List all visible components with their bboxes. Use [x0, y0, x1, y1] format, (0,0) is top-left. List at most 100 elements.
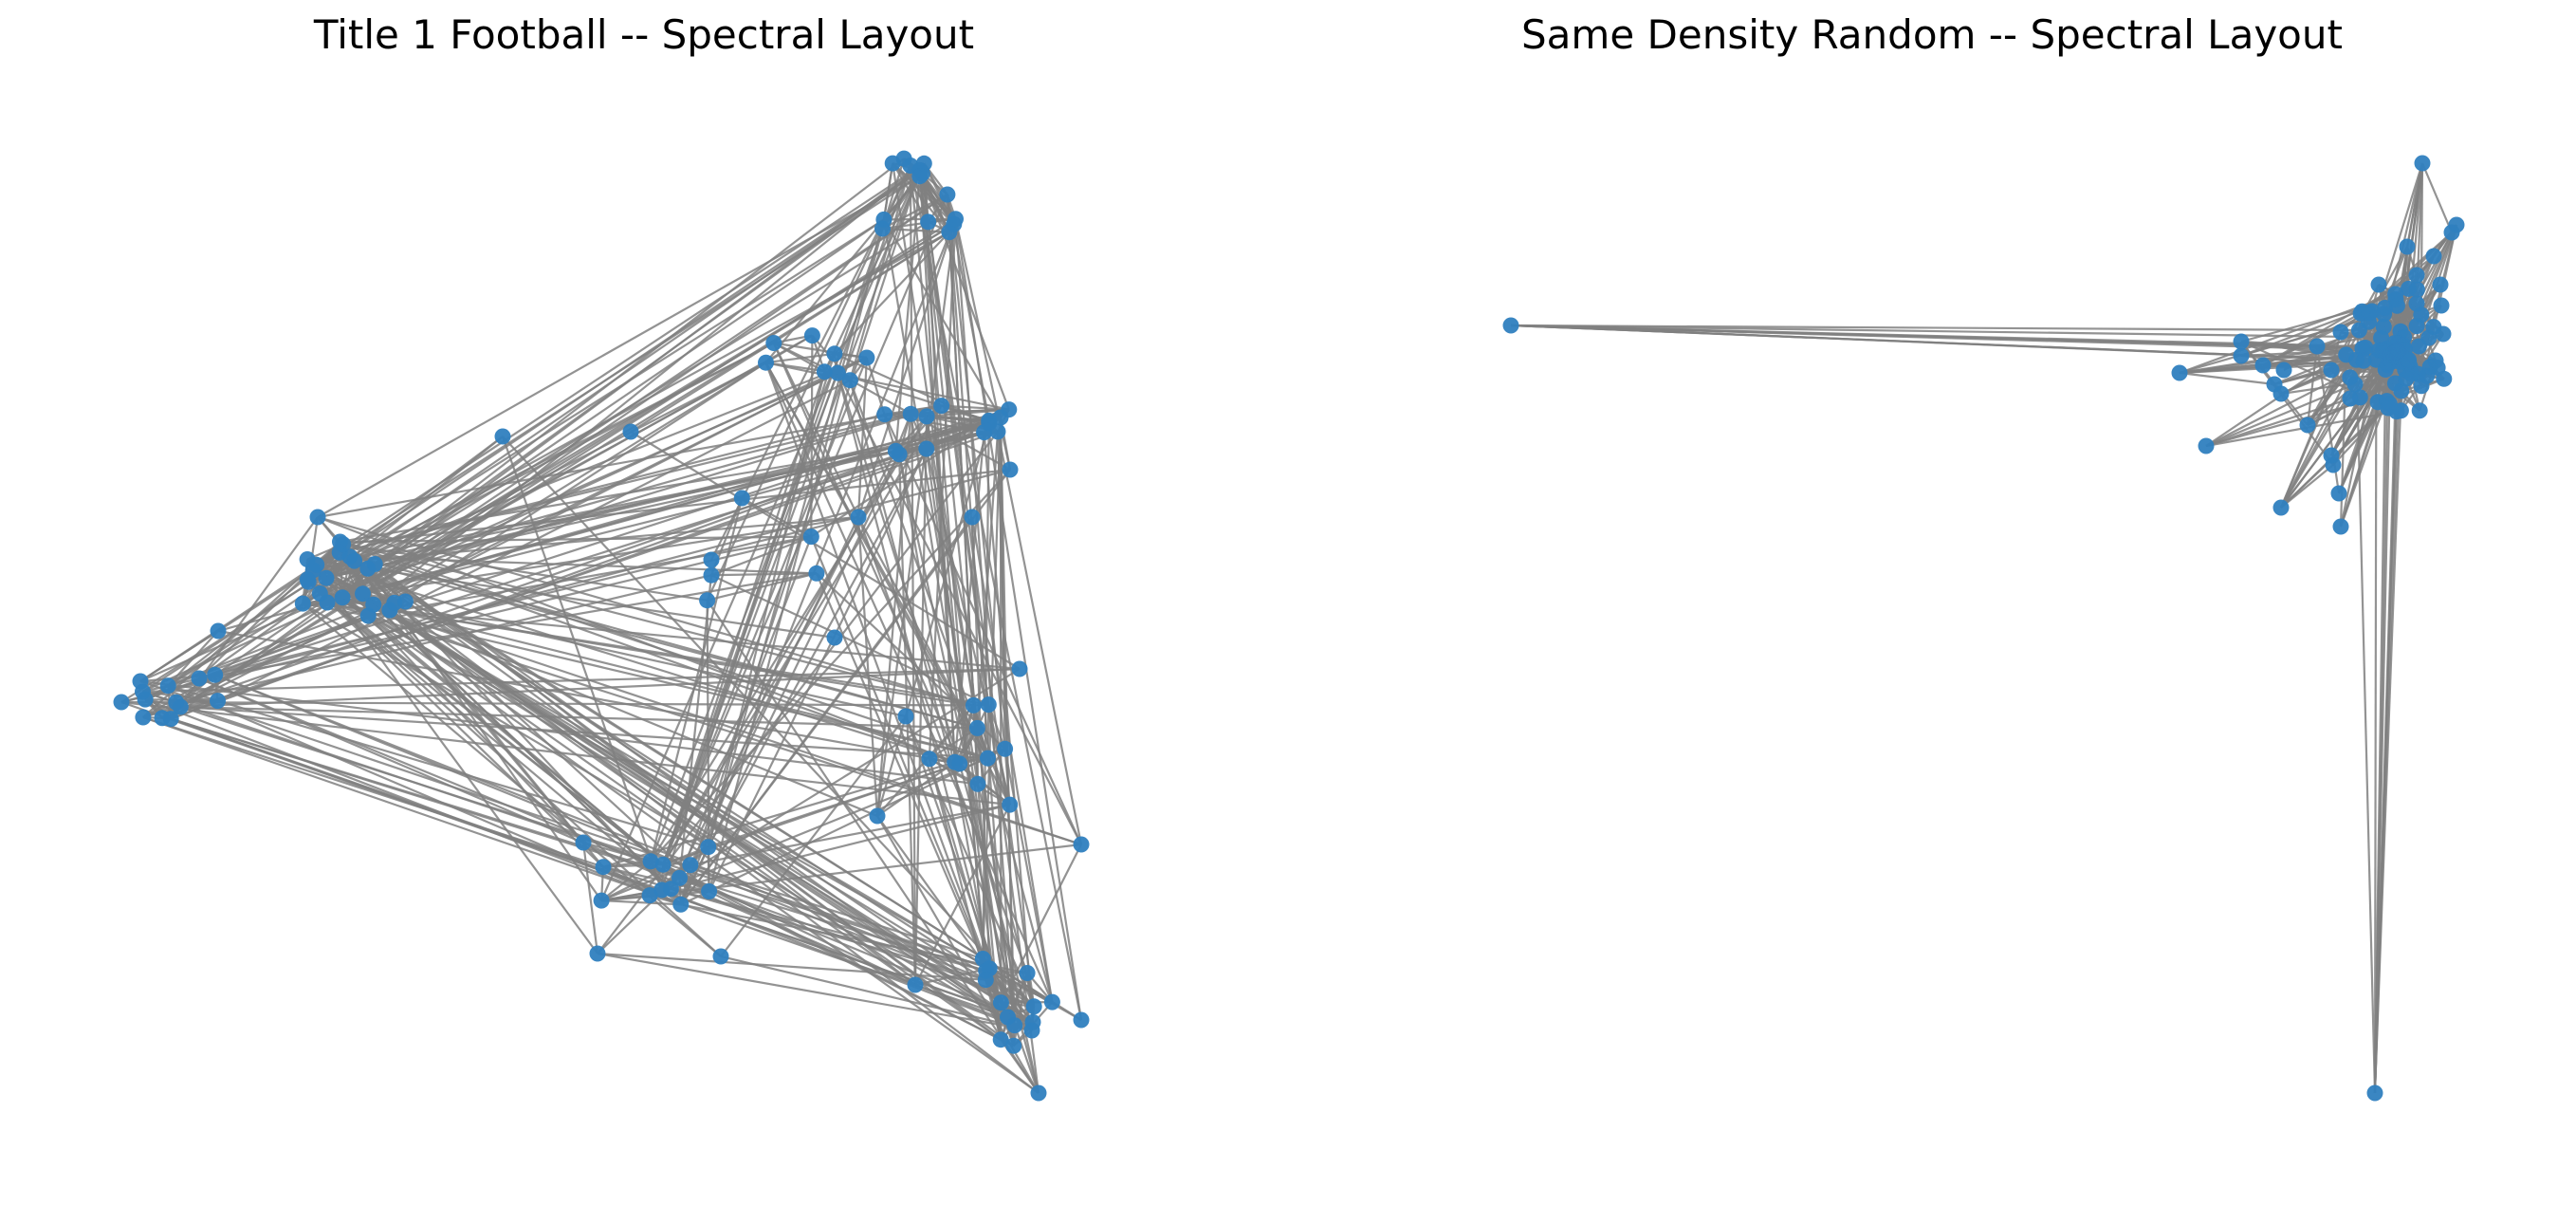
left-graph-edge — [303, 602, 369, 618]
left-graph-node — [911, 168, 929, 185]
left-graph-edge — [764, 362, 1011, 806]
left-graph-panel: Title 1 Football -- Spectral Layout — [113, 11, 1090, 1102]
left-graph-edge — [180, 667, 1021, 709]
left-graph-node — [334, 589, 351, 606]
left-graph-node — [1025, 998, 1042, 1015]
right-graph-edge — [2373, 362, 2401, 1094]
left-graph-node — [858, 349, 875, 366]
left-graph-node — [808, 565, 825, 582]
left-graph-node — [887, 442, 904, 459]
left-graph-edge — [876, 815, 1033, 1031]
right-graph-node — [2299, 417, 2316, 434]
left-graph-node — [951, 755, 968, 772]
right-graph-node — [2399, 238, 2416, 255]
left-graph-node — [829, 364, 846, 381]
left-graph-edge — [139, 162, 925, 682]
left-graph-edge — [601, 899, 681, 906]
right-graph-node — [2370, 276, 2387, 293]
left-graph-edge — [929, 727, 978, 760]
left-graph-edge — [319, 592, 672, 890]
left-graph-node — [162, 711, 179, 728]
left-graph-edge — [394, 602, 907, 718]
left-graph-node — [907, 976, 924, 993]
left-graph-edge — [367, 567, 407, 602]
left-graph-edge — [986, 704, 990, 759]
right-graph-node — [2425, 248, 2442, 265]
left-graph-node — [494, 428, 511, 445]
left-graph-edge — [678, 536, 813, 879]
left-graph-edge — [764, 175, 921, 363]
left-graph-node — [964, 509, 981, 526]
left-graph-edge — [958, 705, 975, 765]
left-graph-node — [897, 708, 914, 725]
left-nodes — [113, 150, 1090, 1102]
left-graph-edge — [326, 601, 1082, 846]
right-graph-node — [2433, 297, 2450, 314]
left-graph-edge — [317, 175, 921, 518]
right-graph-node — [2413, 378, 2430, 395]
left-graph-edge — [142, 690, 652, 862]
left-graph-edge — [894, 176, 921, 452]
left-graph-node — [1006, 1017, 1023, 1034]
right-graph-node — [2393, 382, 2410, 399]
left-graph-edge — [875, 422, 990, 817]
left-graph-edge — [689, 516, 859, 866]
right-graph-node — [2366, 1084, 2383, 1102]
left-graph-edge — [996, 431, 1083, 845]
left-graph-edge — [312, 175, 921, 571]
left-graph-edge — [120, 700, 1010, 806]
left-graph-edge — [217, 629, 960, 765]
left-graph-edge — [913, 416, 929, 986]
right-graph-node — [2198, 437, 2215, 454]
left-graph-edge — [810, 536, 1009, 1018]
left-graph-node — [595, 859, 612, 876]
left-graph-edge — [650, 497, 744, 862]
left-graph-edge — [120, 700, 1034, 1024]
left-graph-node — [622, 423, 639, 440]
left-graph-edge — [671, 804, 1010, 890]
left-graph-node — [816, 363, 833, 380]
left-graph-edge — [690, 804, 1010, 866]
left-graph-node — [712, 948, 729, 965]
left-graph-edge — [970, 516, 991, 969]
right-graph-node — [2388, 297, 2405, 314]
right-graph-node — [2233, 333, 2250, 350]
right-graph-node — [2275, 362, 2292, 379]
left-graph-edge — [881, 194, 948, 230]
left-graph-edge — [976, 431, 1000, 729]
right-graph-edge — [1510, 324, 2380, 352]
left-graph-node — [802, 528, 819, 546]
left-graph-edge — [198, 515, 859, 680]
left-graph-edge — [214, 431, 984, 677]
left-graph-node — [841, 372, 858, 389]
right-graph-node — [2408, 281, 2425, 298]
left-graph-node — [826, 629, 843, 646]
left-graph-edge — [167, 630, 219, 687]
left-graph-edge — [983, 432, 1035, 1023]
left-graph-node — [207, 666, 224, 683]
left-graph-edge — [678, 668, 1021, 880]
left-graph-node — [992, 1031, 1009, 1048]
right-graph-node — [2323, 447, 2340, 464]
left-graph-node — [992, 994, 1009, 1011]
right-graph-node — [2380, 399, 2397, 417]
left-graph-node — [758, 354, 774, 371]
right-graph-node — [2332, 518, 2349, 535]
left-graph-edge — [139, 630, 219, 682]
left-graph-node — [1043, 993, 1060, 1010]
right-graph-node — [2411, 402, 2428, 419]
left-graph-edge — [142, 667, 1021, 694]
right-graph-node — [2414, 155, 2431, 172]
right-graph-edge — [1510, 324, 2429, 340]
left-graph-edge — [198, 677, 1034, 1024]
right-graph-edge — [2355, 360, 2377, 1094]
left-graph-edge — [307, 560, 356, 584]
left-graph-node — [132, 673, 149, 690]
left-graph-edge — [707, 572, 818, 602]
left-graph-node — [826, 345, 843, 362]
right-graph-edge — [2420, 162, 2454, 233]
left-graph-edge — [876, 761, 956, 817]
left-graph-edge — [317, 515, 956, 764]
left-graph-edge — [882, 217, 956, 231]
left-graph-node — [700, 839, 717, 856]
